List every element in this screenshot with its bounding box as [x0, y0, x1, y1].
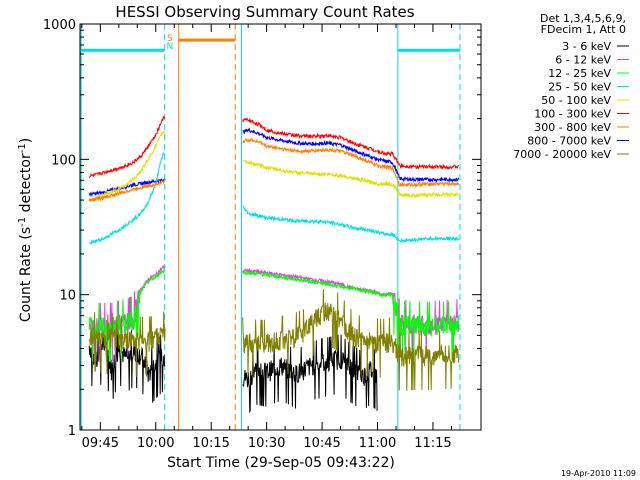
flag-label: S — [167, 34, 173, 44]
series-line — [88, 178, 166, 198]
series-300-800keV — [88, 136, 460, 203]
legend-header: FDecim 1, Att 0 — [541, 23, 626, 36]
legend-header: Det 1,3,4,5,6,9, — [540, 12, 626, 25]
series-line — [242, 136, 460, 189]
x-tick-label: 10:00 — [137, 436, 174, 451]
axes: 1 10 100 1000 09:45 10:00 10:15 10:30 10:45 11:00… — [43, 18, 482, 451]
legend-label: 800 - 7000 keV — [527, 135, 611, 148]
x-axis-label: Start Time (29-Sep-05 09:43:22) — [167, 455, 395, 471]
series-line — [242, 127, 460, 183]
legend-label: 25 - 50 keV — [548, 81, 611, 94]
legend-label: 100 - 300 keV — [534, 108, 611, 121]
flag-label: N — [166, 42, 173, 52]
x-tick-label: 11:00 — [359, 436, 396, 451]
legend-label: 3 - 6 keV — [562, 40, 611, 53]
y-tick-label: 10 — [59, 289, 76, 304]
series-800-7000keV — [88, 127, 460, 198]
series-line — [88, 326, 166, 403]
series-line — [242, 334, 378, 414]
series-line — [88, 178, 166, 203]
series-7000-20000keV — [88, 288, 460, 391]
svg-text:Count Rate (s-1 detector-1): Count Rate (s-1 detector-1) — [17, 138, 34, 322]
series-line — [242, 117, 459, 170]
x-tick-label: 10:30 — [248, 436, 285, 451]
series-3-6keV — [88, 326, 378, 414]
x-tick-label: 09:45 — [82, 436, 119, 451]
series-line — [242, 270, 460, 361]
series-line — [88, 311, 166, 378]
y-tick-label: 100 — [51, 153, 76, 168]
series-line — [88, 115, 166, 179]
series-line — [242, 288, 460, 391]
legend-label: 7000 - 20000 keV — [513, 148, 611, 161]
x-tick-label: 10:45 — [303, 436, 340, 451]
series-25-50keV — [88, 152, 460, 246]
series-12-25keV — [88, 268, 460, 362]
plot-frame — [79, 23, 482, 431]
chart-title: HESSI Observing Summary Count Rates — [115, 3, 414, 21]
series-line — [242, 159, 460, 199]
y-tick-label: 1000 — [43, 18, 76, 33]
x-tick-label: 11:15 — [414, 436, 451, 451]
y-tick-label: 1 — [68, 424, 76, 439]
series-100-300keV — [88, 115, 459, 179]
legend-label: 300 - 800 keV — [534, 121, 611, 134]
legend-label: 12 - 25 keV — [548, 67, 611, 80]
timestamp: 19-Apr-2010 11:09 — [561, 469, 636, 478]
legend-label: 50 - 100 keV — [541, 94, 611, 107]
series-line — [242, 205, 460, 244]
legend: Det 1,3,4,5,6,9,FDecim 1, Att 0 3 - 6 keV… — [513, 12, 629, 161]
legend-label: 6 - 12 keV — [555, 54, 611, 67]
series-line — [88, 152, 166, 246]
plot-area: SN — [80, 24, 461, 430]
y-axis-label: Count Rate (s-1 detector-1) — [17, 138, 34, 322]
series-50-100keV — [88, 130, 460, 203]
series-line — [88, 130, 166, 203]
series-line — [88, 268, 166, 362]
x-tick-label: 10:15 — [192, 436, 229, 451]
